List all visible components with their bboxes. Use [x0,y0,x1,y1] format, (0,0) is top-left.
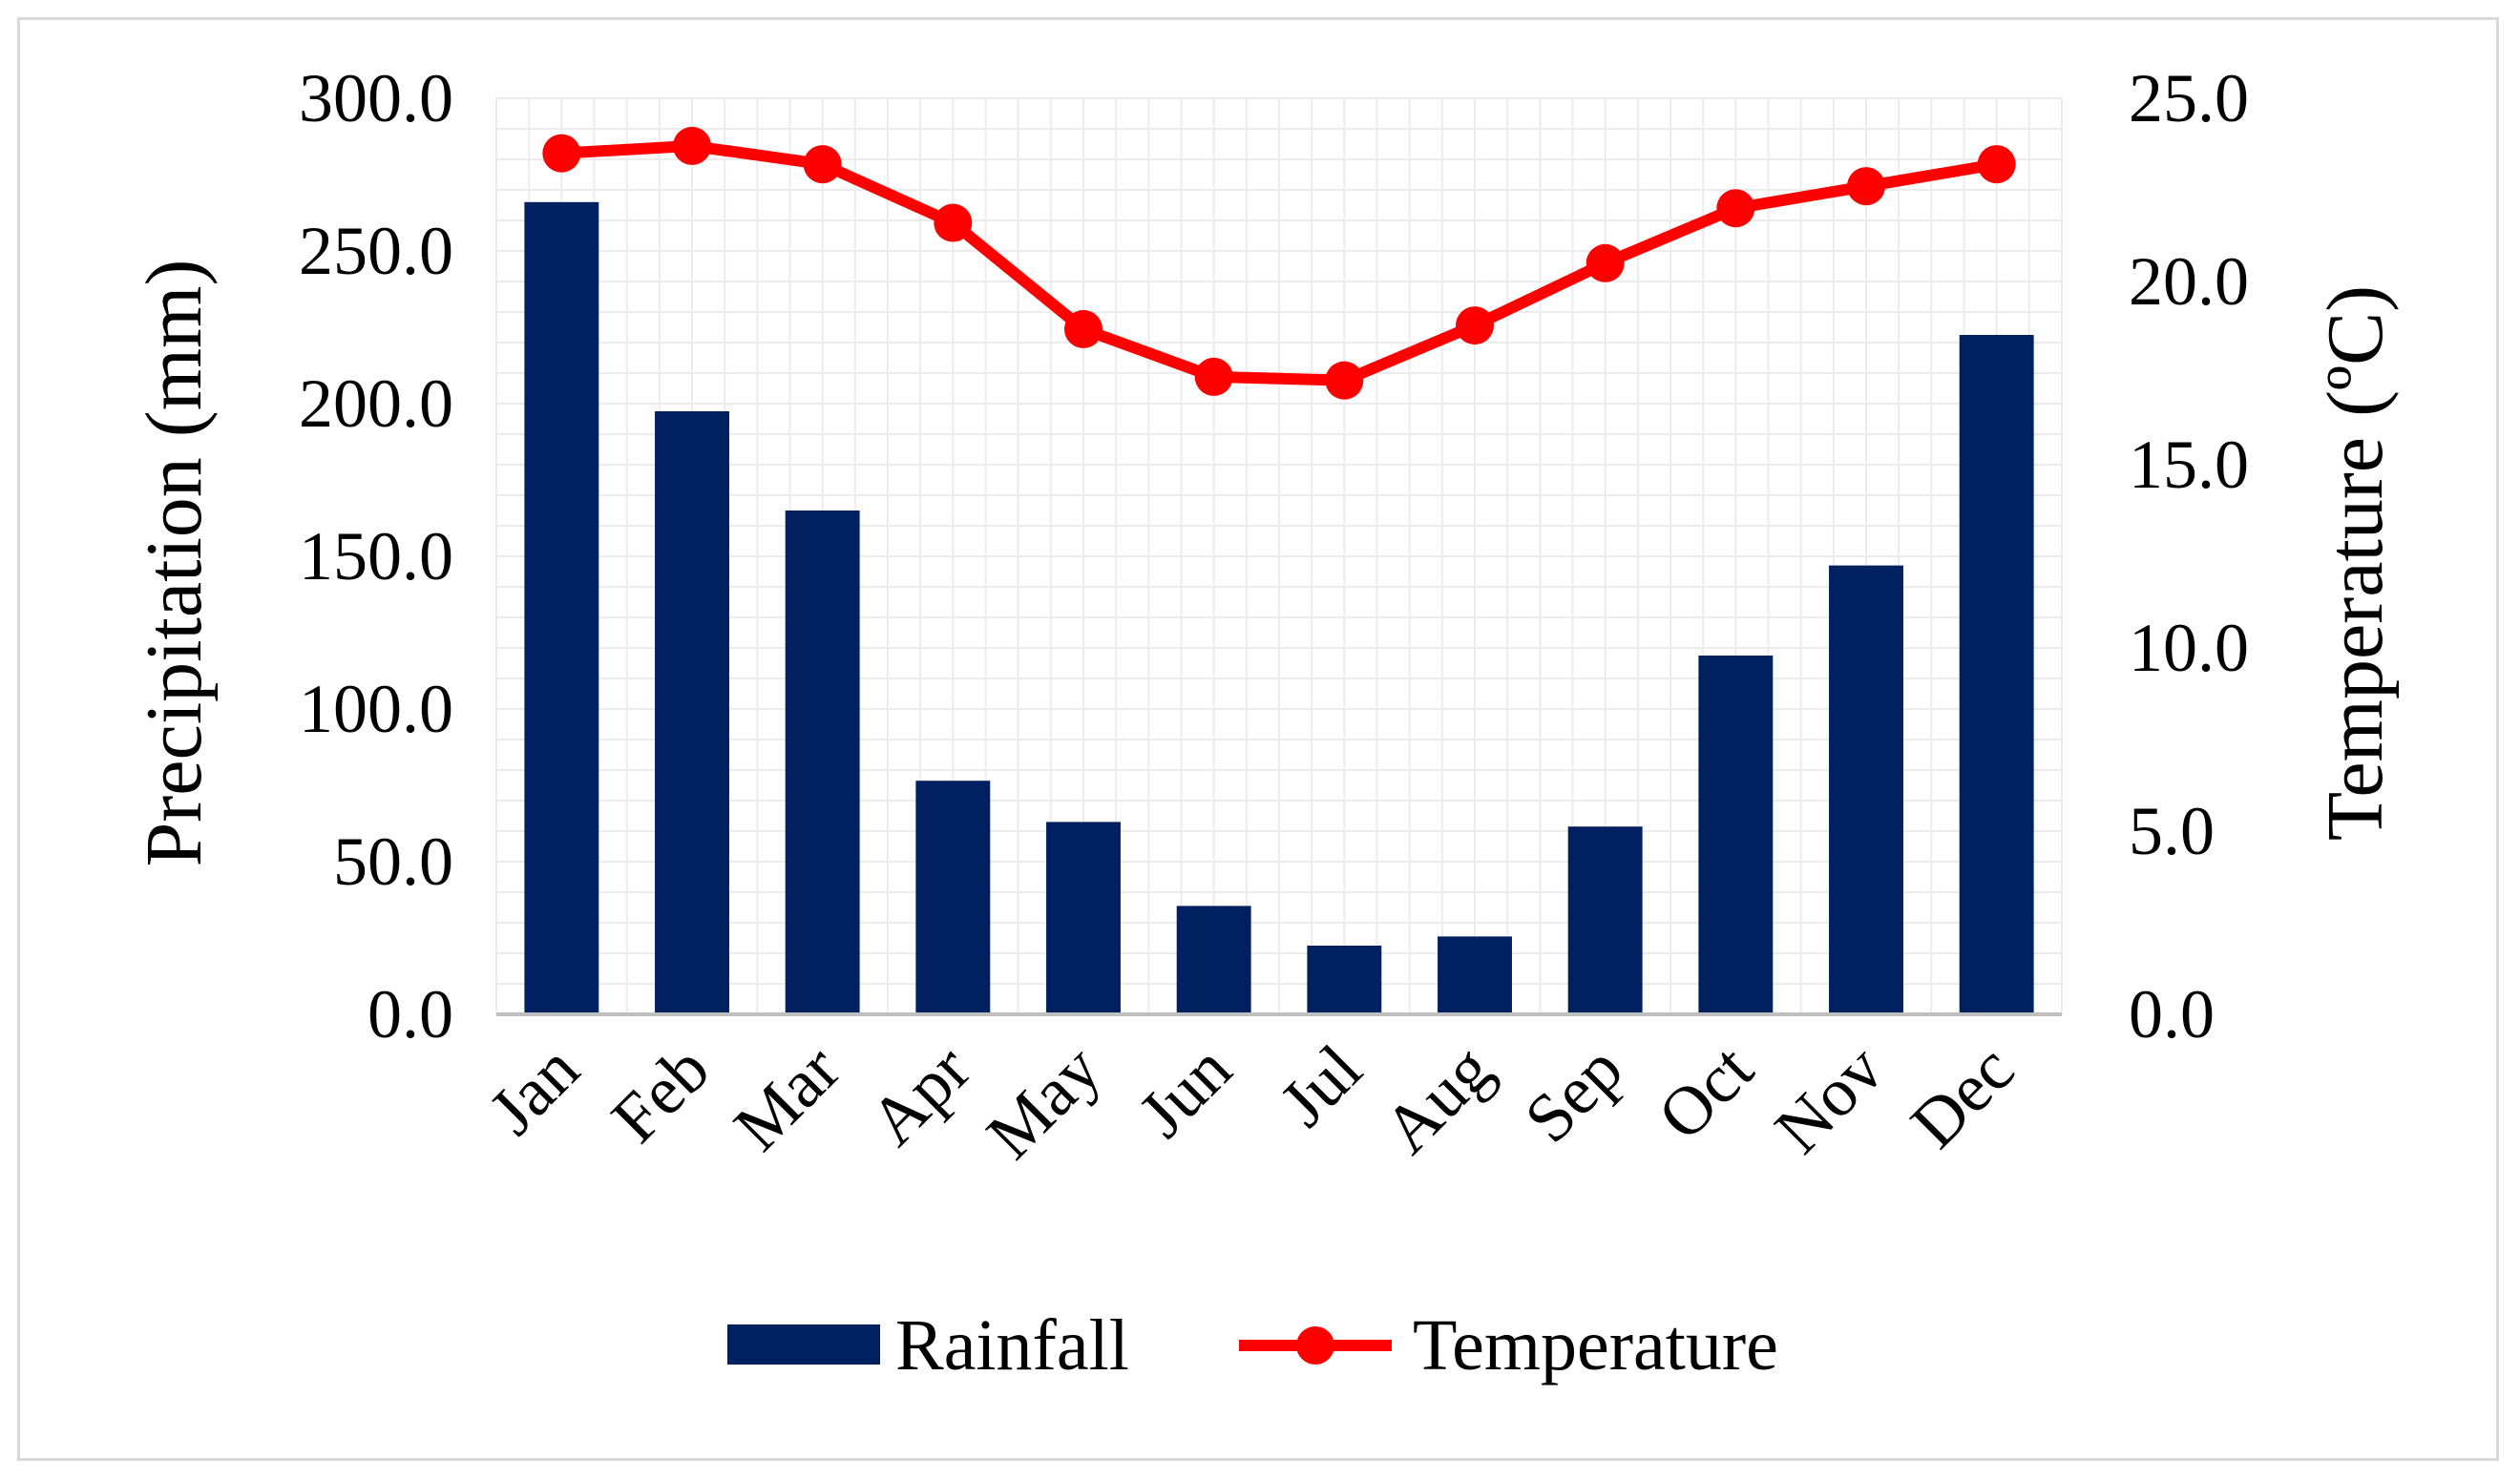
right-tick-label: 15.0 [2129,427,2249,503]
left-axis-title: Precipitation (mm) [130,260,219,867]
x-tick-label-dec: Dec [1896,1031,2028,1163]
legend-rainfall-label: Rainfall [895,1305,1129,1386]
rainfall-bar-mar [785,511,860,1014]
rainfall-bar-jun [1176,906,1251,1014]
left-tick-label: 50.0 [333,823,453,900]
temperature-point-jan [542,134,581,173]
left-tick-label: 0.0 [368,976,453,1053]
x-tick-label-jun: Jun [1124,1031,1246,1152]
temperature-point-mar [803,145,842,184]
rainfall-bar-feb [655,411,729,1014]
temperature-point-jul [1325,361,1364,400]
right-tick-label: 20.0 [2129,243,2249,320]
x-tick-label-feb: Feb [597,1031,724,1157]
rainfall-bar-jul [1307,946,1382,1014]
temperature-line [560,139,1998,386]
temperature-point-jun [1194,357,1233,396]
x-tick-label-oct: Oct [1644,1031,1768,1155]
x-tick-label-apr: Apr [855,1031,985,1160]
temperature-point-oct [1716,189,1755,228]
left-tick-label: 150.0 [299,518,453,594]
rainfall-bars [524,201,2034,1015]
left-tick-label: 100.0 [299,671,453,747]
right-tick-label: 10.0 [2129,610,2249,686]
rainfall-bar-nov [1829,565,1903,1014]
x-tick-label-mar: Mar [720,1031,854,1165]
right-axis-title: Temperature (ºC) [2311,285,2400,841]
left-tick-label: 250.0 [299,213,453,289]
legend-temperature-marker [1296,1326,1334,1365]
left-axis-ticks: 0.0 50.0 100.0 150.0 200.0 250.0 300.0 [299,60,453,1053]
temperature-point-nov [1847,167,1885,206]
rainfall-bar-sep [1567,826,1643,1014]
right-tick-label: 0.0 [2129,976,2215,1053]
rainfall-bar-jan [524,201,599,1015]
temperature-line-series [542,126,2016,400]
rainfall-bar-apr [915,781,991,1014]
rainfall-bar-aug [1438,936,1512,1014]
left-tick-label: 200.0 [299,365,453,442]
x-tick-label-may: May [972,1031,1115,1174]
temperature-point-aug [1456,306,1494,345]
rainfall-bar-dec [1959,335,2034,1014]
legend: Rainfall Temperature [727,1305,1778,1386]
legend-temperature-label: Temperature [1413,1305,1778,1386]
legend-rainfall-swatch [727,1324,880,1365]
x-tick-label-jul: Jul [1266,1031,1376,1141]
temperature-point-dec [1977,145,2016,184]
right-tick-label: 25.0 [2129,60,2249,136]
left-tick-label: 300.0 [299,60,453,136]
temperature-point-apr [934,203,973,242]
temperature-point-sep [1586,243,1625,282]
right-axis-ticks: 0.0 5.0 10.0 15.0 20.0 25.0 [2129,60,2249,1053]
x-tick-label-jan: Jan [474,1031,593,1149]
temperature-point-may [1064,309,1102,348]
rainfall-bar-oct [1698,656,1774,1014]
x-tick-label-sep: Sep [1510,1031,1637,1157]
x-tick-label-nov: Nov [1760,1031,1898,1168]
gridlines [495,97,2063,1015]
temperature-point-feb [673,126,711,165]
rainfall-bar-may [1046,822,1121,1014]
x-tick-label-aug: Aug [1369,1031,1506,1168]
right-tick-label: 5.0 [2129,793,2215,869]
